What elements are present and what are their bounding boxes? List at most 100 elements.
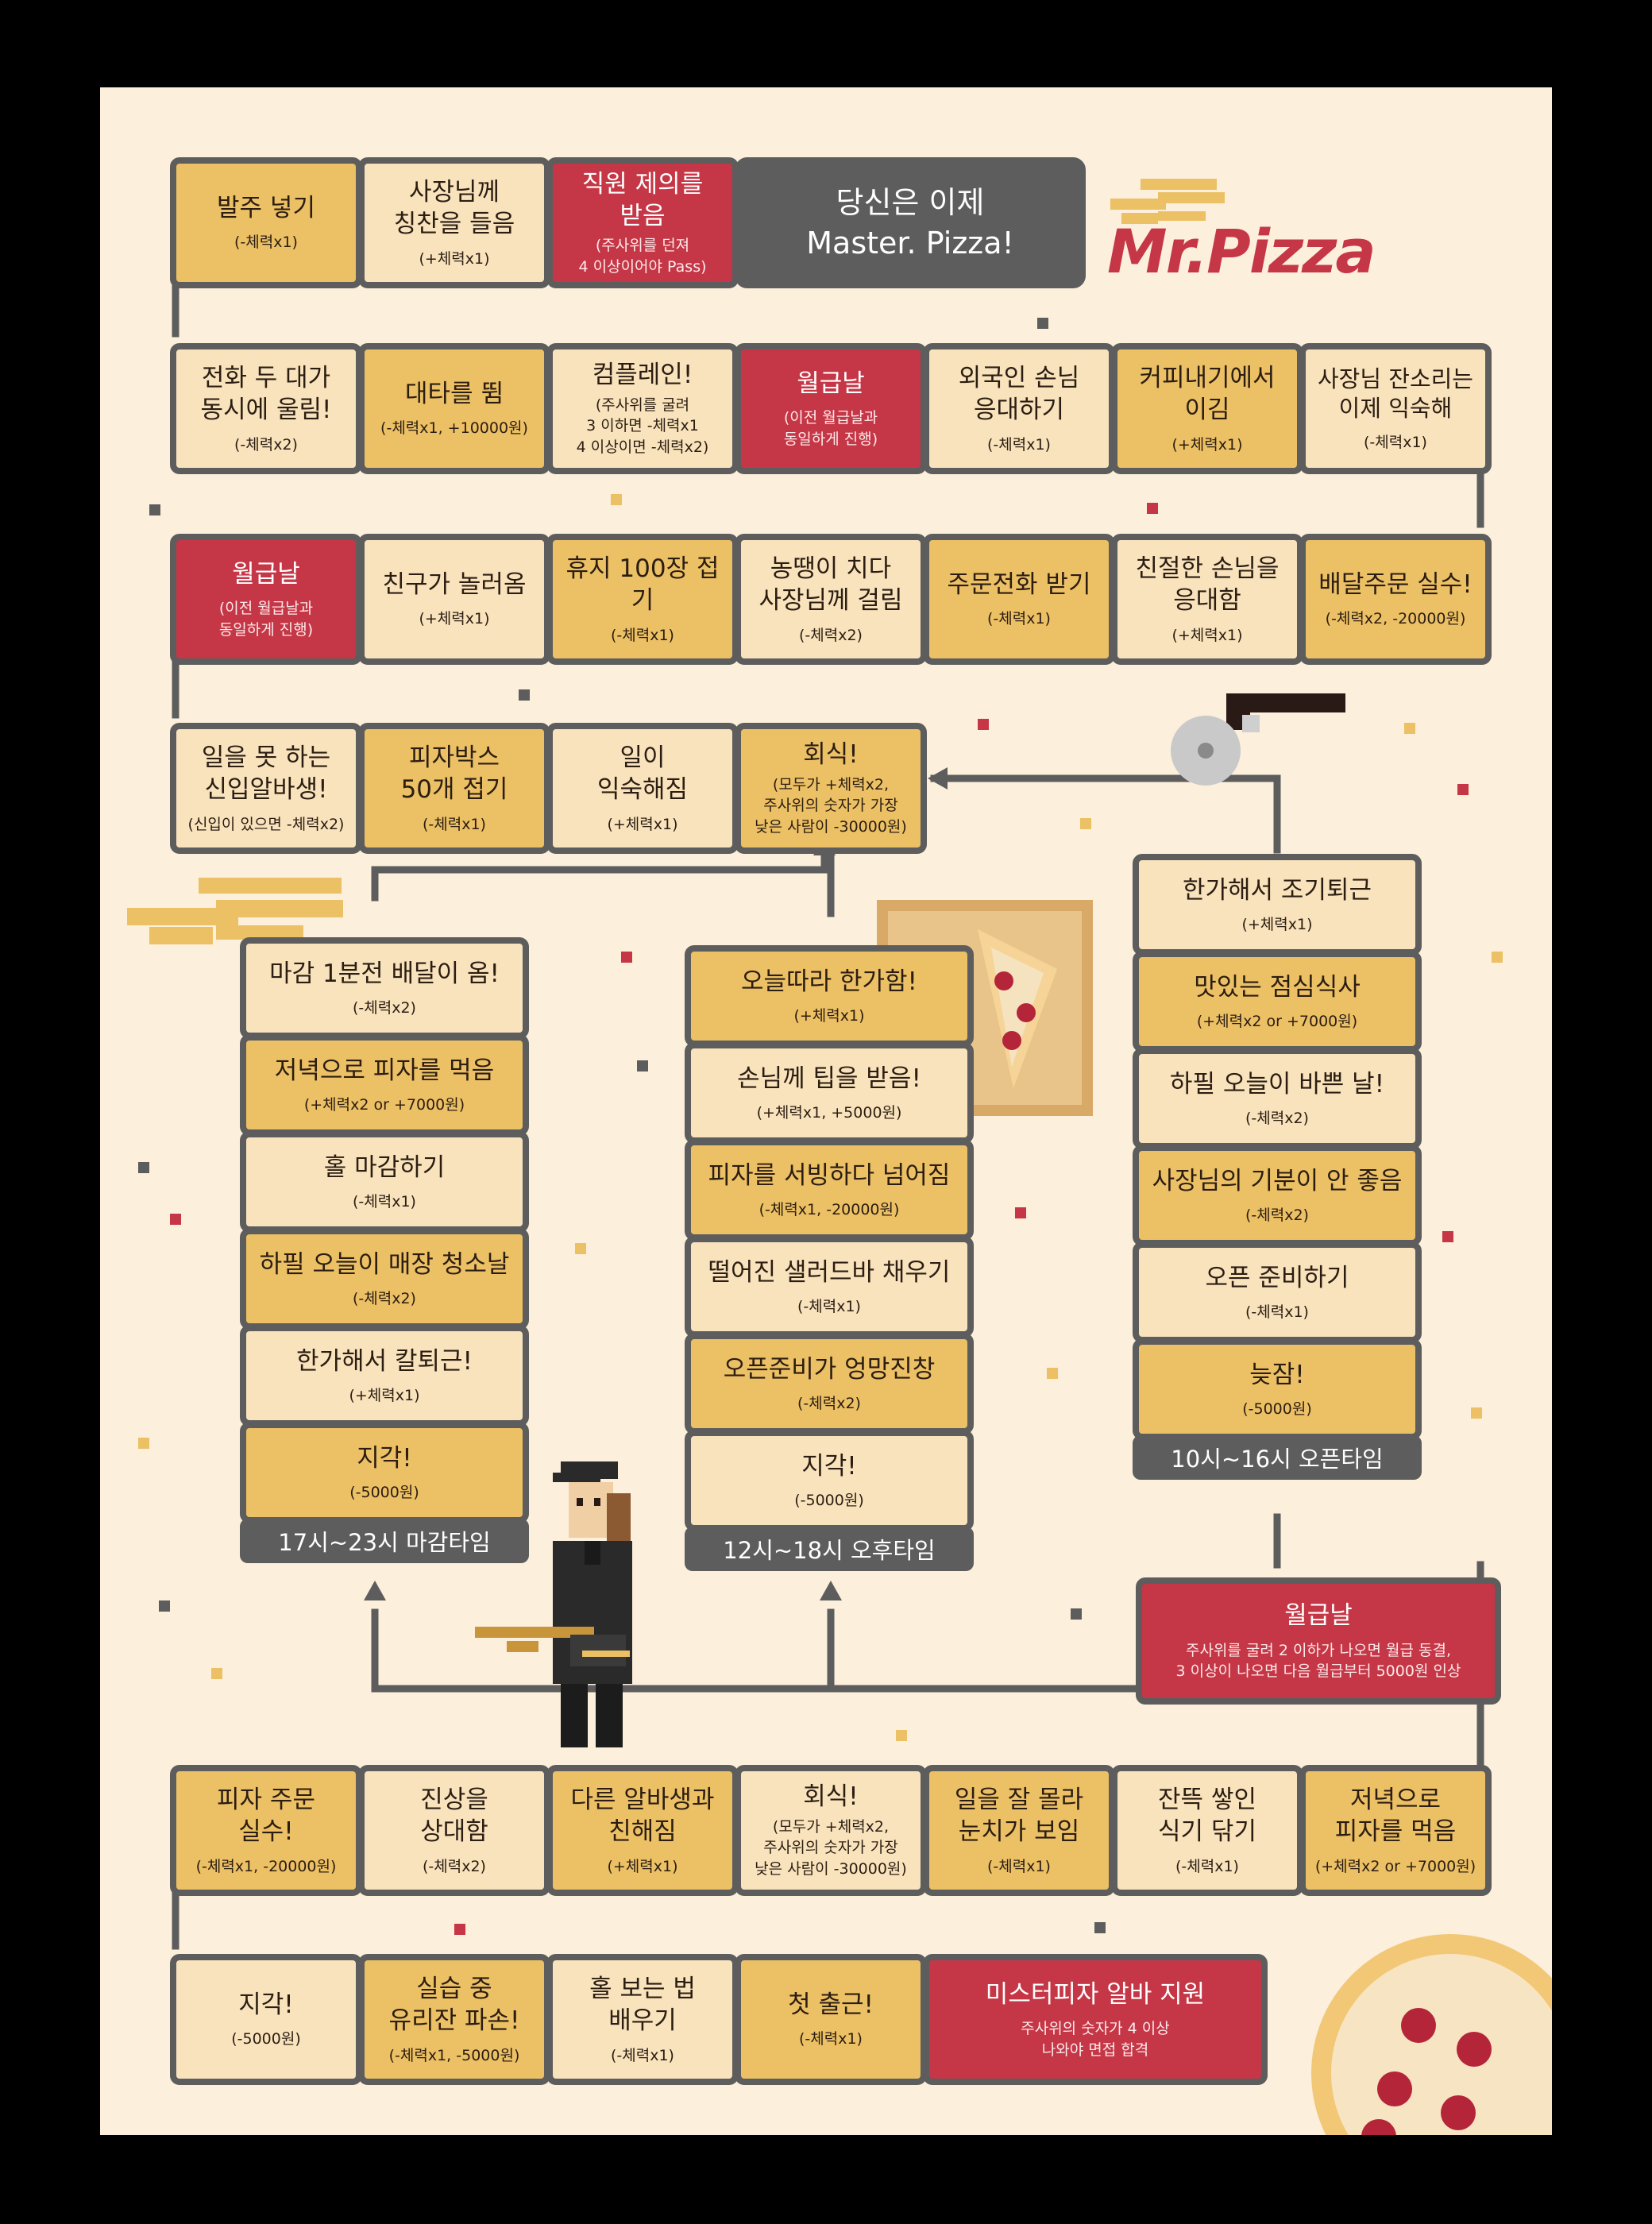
cell-title: 손님께 팁을 받음! <box>737 1064 921 1093</box>
pixel-dot-decoration <box>637 1060 648 1071</box>
cell-title: 마감 1분전 배달이 옴! <box>269 959 500 988</box>
brand-logo: Mr.Pizza <box>1107 216 1376 287</box>
cell-effect: (-체력x1) <box>1364 433 1427 451</box>
board-cell-row2-2: 대타를 뜀 (-체력x1, +10000원) <box>358 343 550 474</box>
board-cell-row2-3: 컴플레인! (주사위를 굴려 3 이하면 -체력x1 4 이상이면 -체력x2) <box>546 343 739 474</box>
cell-title: 친구가 놀러옴 <box>382 570 527 600</box>
board-cell-row2-6: 커피내기에서 이김 (+체력x1) <box>1111 343 1303 474</box>
cell-effect: (-체력x1) <box>611 626 674 644</box>
pizza-decoration <box>1311 1934 1552 2135</box>
speed-lines-decoration <box>1110 179 1225 224</box>
pixel-dot-decoration <box>138 1438 149 1449</box>
cell-title: 피자박스 50개 접기 <box>400 743 508 805</box>
cell-effect: (-체력x1) <box>797 1297 861 1315</box>
cell-title: 사장님 잔소리는 이제 익숙해 <box>1318 365 1473 423</box>
board-cell-row4-2: 피자박스 50개 접기 (-체력x1) <box>358 723 550 854</box>
afternoon-cell-5: 오픈준비가 엉망진창 (-체력x2) <box>685 1333 974 1434</box>
pixel-dot-decoration <box>621 952 632 963</box>
cell-effect: 주사위를 굴려 2 이하가 나오면 월급 동결, 3 이상이 나오면 다음 월급… <box>1175 1641 1461 1681</box>
closing-cell-4: 하필 오늘이 매장 청소날 (-체력x2) <box>240 1228 529 1330</box>
cell-title: 농땡이 치다 사장님께 걸림 <box>758 554 903 616</box>
cell-effect: (-체력x2, -20000원) <box>1325 610 1466 628</box>
cell-title: 지각! <box>357 1443 412 1473</box>
cell-effect: (이전 월급날과 동일하게 진행) <box>218 600 314 639</box>
cell-effect: (+체력x1) <box>419 249 490 268</box>
open-cell-5: 오픈 준비하기 (-체력x1) <box>1133 1241 1422 1343</box>
speed-lines-decoration <box>127 878 343 944</box>
board-cell-bottom1-5: 일을 잘 몰라 눈치가 보임 (-체력x1) <box>923 1765 1115 1896</box>
cell-effect: (+체력x2 or +7000원) <box>1196 1012 1358 1030</box>
cell-title: 월급날 <box>232 559 300 589</box>
closing-cell-5: 한가해서 칼퇴근! (+체력x1) <box>240 1325 529 1427</box>
board-cell-row3-4: 농땡이 치다 사장님께 걸림 (-체력x2) <box>735 534 927 665</box>
board-cell-row1-2: 사장님께 칭찬을 들음 (+체력x1) <box>358 157 550 288</box>
cell-effect: (+체력x1) <box>607 815 678 833</box>
board-cell-start: 미스터피자 알바 지원 주사위의 숫자가 4 이상 나와야 면접 합격 <box>923 1954 1268 2085</box>
pixel-dot-decoration <box>170 1214 181 1225</box>
board-cell-bottom1-7: 저녁으로 피자를 먹음 (+체력x2 or +7000원) <box>1299 1765 1492 1896</box>
cell-title: 회식! <box>803 1782 859 1812</box>
board-cell-row3-2: 친구가 놀러옴 (+체력x1) <box>358 534 550 665</box>
cell-effect: (-5000원) <box>1242 1400 1312 1418</box>
pixel-dot-decoration <box>978 719 989 730</box>
cell-title: 오늘따라 한가함! <box>741 967 917 996</box>
cell-effect: (-체력x2) <box>1245 1206 1309 1224</box>
cell-effect: (-5000원) <box>349 1483 419 1501</box>
open-cell-2: 맛있는 점심식사 (+체력x2 or +7000원) <box>1133 951 1422 1052</box>
cell-title: 피자를 서빙하다 넘어짐 <box>708 1160 951 1190</box>
cell-effect: (-체력x1, -5000원) <box>388 2046 520 2064</box>
cell-title: 홀 마감하기 <box>323 1153 446 1182</box>
cell-title: 미스터피자 알바 지원 <box>985 1979 1206 2009</box>
cell-title: 전화 두 대가 동시에 울림! <box>200 363 332 425</box>
cell-effect: (+체력x1) <box>1171 626 1243 644</box>
cell-effect: (-체력x1) <box>423 815 486 833</box>
cell-title: 다른 알바생과 친해짐 <box>570 1785 715 1847</box>
cell-title: 하필 오늘이 매장 청소날 <box>259 1249 510 1279</box>
pixel-dot-decoration <box>896 1730 907 1741</box>
cell-title: 한가해서 조기퇴근 <box>1182 875 1372 905</box>
open-cell-1: 한가해서 조기퇴근 (+체력x1) <box>1133 854 1422 956</box>
cell-title: 컴플레인! <box>592 361 693 390</box>
board-cell-row3-3: 휴지 100장 접기 (-체력x1) <box>546 534 739 665</box>
cell-effect: (모두가 +체력x2, 주사위의 숫자가 가장 낮은 사람이 -30000원) <box>755 775 907 836</box>
cell-title: 사장님의 기분이 안 좋음 <box>1152 1166 1403 1195</box>
board-cell-bottom1-4: 회식! (모두가 +체력x2, 주사위의 숫자가 가장 낮은 사람이 -3000… <box>735 1765 927 1896</box>
pixel-dot-decoration <box>138 1162 149 1173</box>
closing-time-label: 17시~23시 마감타임 <box>240 1519 529 1563</box>
cell-effect: (+체력x1) <box>607 1857 678 1875</box>
cell-title: 월급날 <box>797 369 865 398</box>
board-cell-bottom1-2: 진상을 상대함 (-체력x2) <box>358 1765 550 1896</box>
pixel-dot-decoration <box>1094 1922 1106 1933</box>
cell-effect: (+체력x1, +5000원) <box>756 1103 902 1122</box>
cell-effect: (-체력x1) <box>611 2046 674 2064</box>
cell-effect: (-체력x2) <box>353 1289 416 1307</box>
board-cell-bottom1-1: 피자 주문 실수! (-체력x1, -20000원) <box>170 1765 362 1896</box>
cell-title: 늦잠! <box>1249 1360 1305 1389</box>
cell-effect: (-체력x1) <box>1175 1857 1239 1875</box>
cell-effect: (+체력x1) <box>349 1386 420 1404</box>
pixel-dot-decoration <box>1047 1368 1058 1379</box>
cell-effect: (-체력x2) <box>423 1857 486 1875</box>
board-cell-row2-7: 사장님 잔소리는 이제 익숙해 (-체력x1) <box>1299 343 1492 474</box>
cell-effect: (모두가 +체력x2, 주사위의 숫자가 가장 낮은 사람이 -30000원) <box>755 1817 907 1878</box>
cell-effect: (주사위를 굴려 3 이하면 -체력x1 4 이상이면 -체력x2) <box>576 396 709 456</box>
board-cell-row2-1: 전화 두 대가 동시에 울림! (-체력x2) <box>170 343 362 474</box>
cell-title: 피자 주문 실수! <box>217 1785 315 1847</box>
cell-title: 맛있는 점심식사 <box>1194 972 1361 1002</box>
game-board: Mr.Pizza <box>100 87 1552 2135</box>
cell-title: 월급날 <box>1284 1601 1353 1631</box>
board-cell-row2-5: 외국인 손님 응대하기 (-체력x1) <box>923 343 1115 474</box>
cell-title: 한가해서 칼퇴근! <box>296 1346 473 1376</box>
cell-effect: (주사위를 던져 4 이상이어야 Pass) <box>578 237 707 276</box>
cell-effect: (+체력x1) <box>1241 915 1313 933</box>
cell-title: 오픈 준비하기 <box>1205 1263 1349 1292</box>
board-cell-row2-4: 월급날 (이전 월급날과 동일하게 진행) <box>735 343 927 474</box>
pixel-dot-decoration <box>1442 1231 1453 1242</box>
board-cell-bottom2-1: 지각! (-5000원) <box>170 1954 362 2085</box>
open-time-label: 10시~16시 오픈타임 <box>1133 1435 1422 1480</box>
board-cell-row4-3: 일이 익숙해짐 (+체력x1) <box>546 723 739 854</box>
board-cell-row1-3: 직원 제의를 받음 (주사위를 던져 4 이상이어야 Pass) <box>546 157 739 288</box>
cell-effect: (-체력x2) <box>353 998 416 1017</box>
pixel-dot-decoration <box>149 504 160 515</box>
cell-title: 직원 제의를 받음 <box>581 169 704 230</box>
